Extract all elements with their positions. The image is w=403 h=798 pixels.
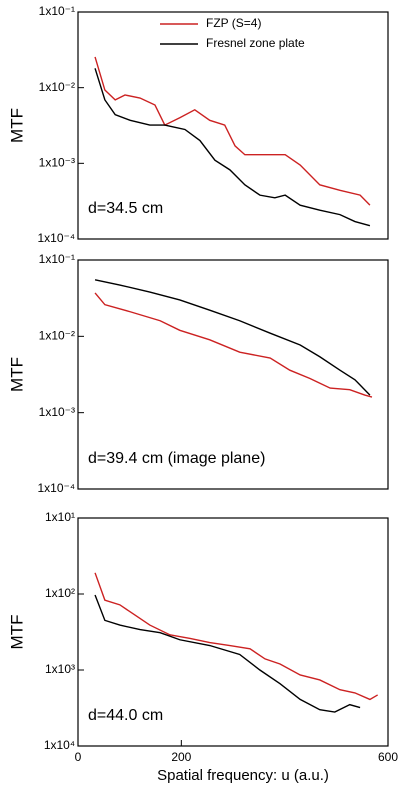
y-tick-label: 1x10¹: [45, 510, 75, 524]
legend-label: FZP (S=4): [206, 16, 261, 30]
data-line: [94, 56, 371, 206]
x-tick-label: 600: [378, 750, 398, 764]
data-line: [94, 572, 379, 701]
x-axis-label: Spatial frequency: u (a.u.): [157, 767, 329, 784]
y-tick-label: 1x10⁻⁴: [37, 481, 75, 495]
data-line: [94, 594, 361, 713]
plot-frame: [77, 259, 389, 490]
data-line: [94, 279, 371, 396]
y-tick-label: 1x10⁻¹: [39, 252, 75, 266]
x-tick-label: 200: [171, 750, 191, 764]
y-tick-label: 1x10⁻¹: [39, 4, 75, 18]
y-tick-label: 1x10⁻²: [39, 329, 75, 343]
x-tick-label: 0: [75, 750, 82, 764]
legend-label: Fresnel zone plate: [206, 36, 305, 50]
y-tick-label: 1x10⁻⁴: [37, 231, 75, 245]
y-tick-label: 1x10⁴: [44, 738, 75, 752]
y-axis-label: MTF: [7, 615, 26, 650]
y-tick-label: 1x10⁻²: [39, 80, 75, 94]
y-axis-label: MTF: [7, 357, 26, 392]
plot-frame: [77, 517, 389, 747]
y-tick-label: 1x10⁻³: [39, 405, 75, 419]
y-tick-label: 1x10³: [45, 662, 75, 676]
annotation: d=39.4 cm (image plane): [88, 450, 265, 467]
y-tick-label: 1x10²: [45, 586, 75, 600]
data-line: [94, 68, 371, 227]
y-tick-label: 1x10⁻³: [39, 156, 75, 170]
data-line: [94, 292, 373, 398]
annotation: d=34.5 cm: [88, 200, 163, 217]
annotation: d=44.0 cm: [88, 707, 163, 724]
y-axis-label: MTF: [7, 108, 26, 143]
plot-frame: [77, 11, 389, 240]
